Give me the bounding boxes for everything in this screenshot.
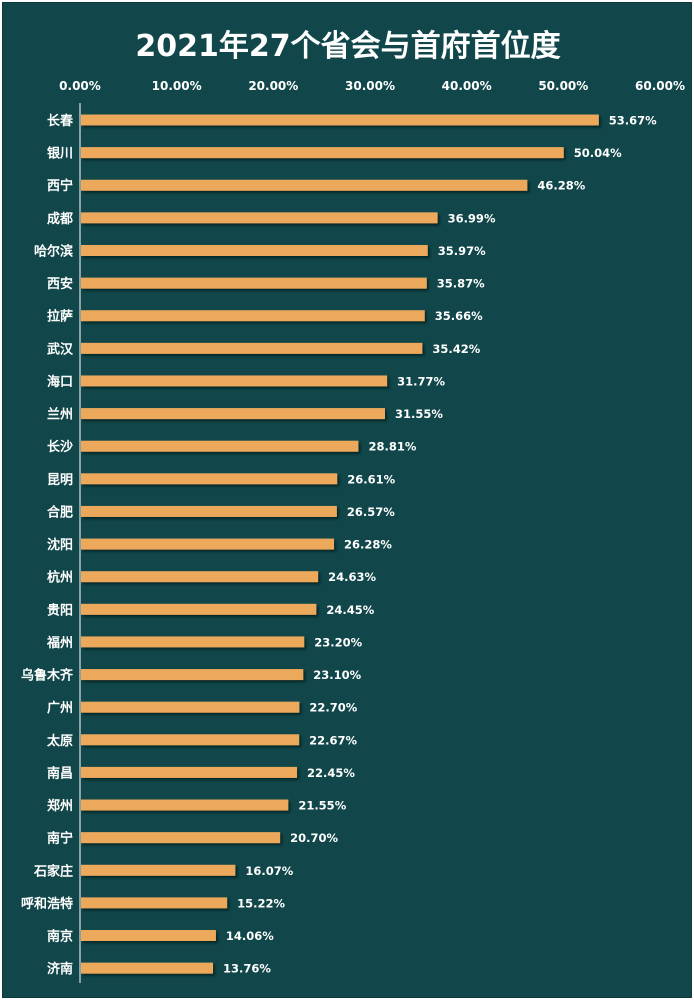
bar <box>81 179 528 191</box>
data-label: 35.87% <box>437 277 485 291</box>
data-label: 16.07% <box>245 864 293 878</box>
x-tick-label: 0.00% <box>59 79 101 93</box>
x-axis-ticks: 0.00% 10.00% 20.00% 30.00% 40.00% 50.00% 60.00… <box>59 79 685 93</box>
bar <box>81 310 425 322</box>
category-label: 哈尔滨 <box>34 243 73 259</box>
data-label: 26.57% <box>347 505 395 519</box>
data-label: 20.70% <box>290 831 338 845</box>
bar <box>81 505 337 517</box>
category-label: 太原 <box>46 733 73 749</box>
bar <box>81 473 338 485</box>
bar <box>81 342 423 354</box>
category-label: 银川 <box>47 146 73 162</box>
data-label: 50.04% <box>574 146 622 160</box>
bar <box>81 538 335 550</box>
category-label: 昆明 <box>47 472 73 488</box>
bar <box>81 897 228 909</box>
bar <box>81 669 304 681</box>
category-label: 海口 <box>47 374 73 390</box>
data-label: 24.45% <box>326 603 374 617</box>
bar <box>81 114 599 126</box>
bar <box>81 440 359 452</box>
data-label: 36.99% <box>448 211 496 225</box>
category-label: 拉萨 <box>47 309 73 325</box>
category-label: 合肥 <box>47 504 73 520</box>
category-label: 成都 <box>47 211 73 227</box>
category-labels: 长春银川西宁成都哈尔滨西安拉萨武汉海口兰州长沙昆明合肥沈阳杭州贵阳福州乌鲁木齐广… <box>21 113 74 977</box>
bar <box>81 766 298 778</box>
category-label: 西安 <box>47 276 73 292</box>
bar <box>81 799 289 811</box>
data-label: 26.61% <box>347 472 395 486</box>
category-label: 沈阳 <box>47 537 73 553</box>
category-label: 郑州 <box>47 798 73 814</box>
data-label: 22.45% <box>307 766 355 780</box>
bar <box>81 571 319 583</box>
bar <box>81 603 317 615</box>
data-label: 21.55% <box>298 799 346 813</box>
category-label: 兰州 <box>47 407 73 423</box>
bar <box>81 212 438 224</box>
data-label: 35.66% <box>435 309 483 323</box>
x-tick-label: 10.00% <box>152 79 202 93</box>
bar <box>81 734 300 746</box>
bar <box>81 930 216 941</box>
bar <box>81 962 214 974</box>
data-label: 35.97% <box>438 244 486 258</box>
category-label: 杭州 <box>47 570 73 586</box>
data-label: 14.06% <box>226 929 274 943</box>
category-label: 贵阳 <box>47 602 73 618</box>
x-tick-label: 30.00% <box>345 79 395 93</box>
x-tick-label: 40.00% <box>442 79 492 93</box>
bar <box>81 277 427 289</box>
category-label: 石家庄 <box>33 863 73 879</box>
category-label: 南京 <box>47 929 73 945</box>
category-label: 福州 <box>46 635 73 651</box>
category-label: 长沙 <box>47 439 73 455</box>
data-label: 35.42% <box>432 342 480 356</box>
data-label: 22.70% <box>309 701 357 715</box>
data-label: 31.77% <box>397 374 445 388</box>
category-label: 南宁 <box>47 831 73 847</box>
bar <box>81 147 564 159</box>
data-label: 26.28% <box>344 538 392 552</box>
chart-title: 2021年27个省会与首府首位度 <box>135 29 561 64</box>
data-label: 23.20% <box>314 635 362 649</box>
category-label: 济南 <box>47 961 73 977</box>
data-label: 23.10% <box>313 668 361 682</box>
category-label: 呼和浩特 <box>21 896 73 912</box>
data-label: 53.67% <box>609 114 657 128</box>
data-label: 28.81% <box>368 440 416 454</box>
bar <box>81 244 428 256</box>
x-tick-label: 60.00% <box>635 79 685 93</box>
category-label: 乌鲁木齐 <box>21 668 74 684</box>
bar <box>81 864 236 876</box>
data-label: 46.28% <box>537 179 585 193</box>
bars-group <box>81 114 599 974</box>
bar <box>81 375 388 387</box>
value-labels: 53.67% 50.04% 46.28% 36.99% 35.97% 35.87% 35.6… <box>223 114 657 976</box>
bar-chart: 0.00% 10.00% 20.00% 30.00% 40.00% 50.00% 60.00… <box>21 79 685 983</box>
category-label: 南昌 <box>47 765 73 781</box>
bar <box>81 408 385 420</box>
data-label: 15.22% <box>237 896 285 910</box>
category-label: 武汉 <box>47 341 74 357</box>
bar <box>81 636 305 648</box>
category-label: 广州 <box>47 700 73 716</box>
x-tick-label: 50.00% <box>538 79 588 93</box>
category-label: 西宁 <box>47 178 73 194</box>
category-label: 长春 <box>47 113 74 129</box>
data-label: 22.67% <box>309 733 357 747</box>
bar <box>81 701 300 713</box>
data-label: 13.76% <box>223 962 271 976</box>
x-tick-label: 20.00% <box>248 79 298 93</box>
bar <box>81 832 281 844</box>
data-label: 31.55% <box>395 407 443 421</box>
data-label: 24.63% <box>328 570 376 584</box>
